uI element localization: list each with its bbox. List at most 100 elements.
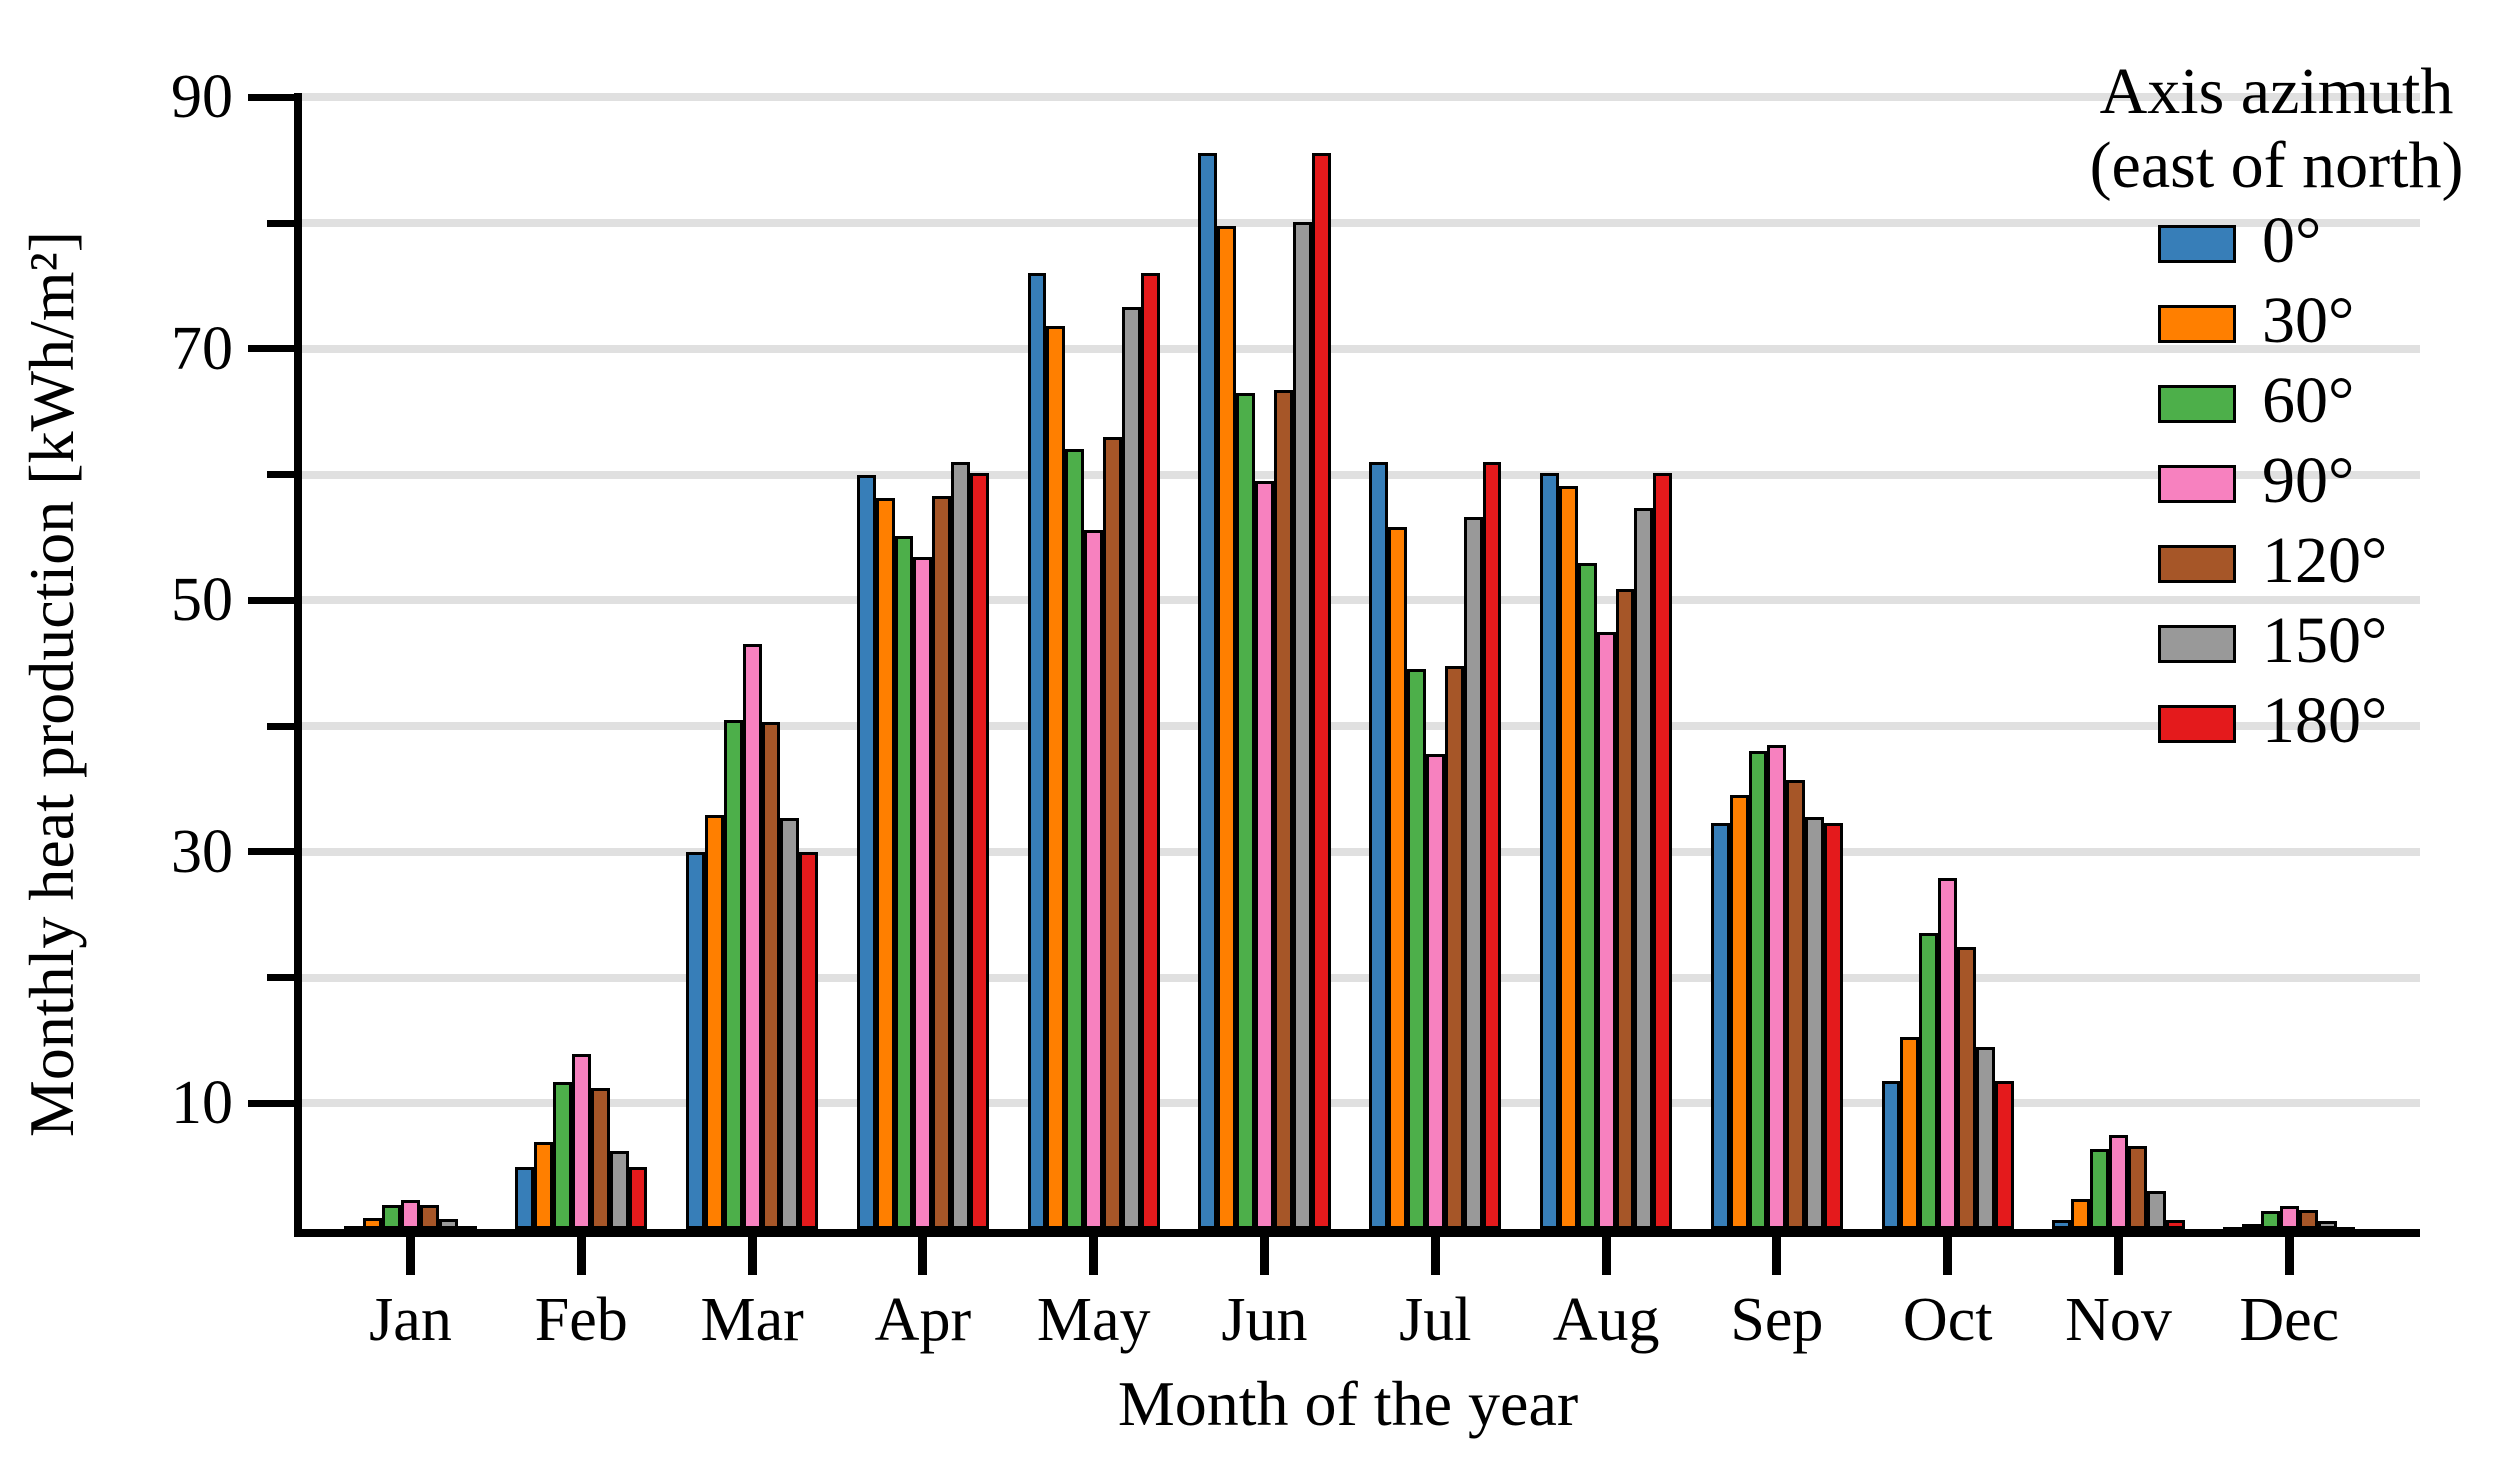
legend: Axis azimuth (east of north) 0° 30° 60° 90°… (2040, 55, 2513, 763)
bar-Jul-180° (1482, 461, 1502, 1229)
x-tick-label-Jan: Jan (369, 1286, 452, 1354)
x-tick-Nov (2114, 1237, 2123, 1275)
x-tick-label-Oct: Oct (1902, 1286, 1993, 1354)
x-tick-Oct (1943, 1237, 1953, 1275)
bar-Mar-180° (799, 851, 819, 1229)
y-major-tick-90 (248, 93, 294, 101)
y-major-tick-30 (248, 848, 294, 856)
legend-entry-120°: 120° (2040, 523, 2513, 603)
bar-Oct-120° (1957, 947, 1977, 1229)
bar-Sep-30° (1729, 795, 1749, 1229)
y-tick-label-50: 50 (171, 566, 233, 635)
x-tick-label-May: May (1036, 1286, 1151, 1354)
bar-Nov-180° (2165, 1220, 2185, 1229)
bar-Jun-120° (1273, 390, 1293, 1229)
bar-Nov-150° (2146, 1191, 2166, 1229)
x-tick-Feb (576, 1237, 586, 1275)
legend-entry-60°: 60° (2040, 363, 2513, 443)
bar-Feb-180° (628, 1167, 648, 1229)
bar-Sep-90° (1767, 744, 1787, 1229)
bar-Jan-60° (382, 1205, 402, 1229)
bar-Apr-120° (932, 495, 952, 1229)
bar-Nov-30° (2071, 1198, 2091, 1229)
x-tick-Jan (406, 1237, 415, 1275)
bar-Apr-150° (951, 461, 971, 1229)
gridline-90 (302, 93, 2420, 102)
x-axis-spine (294, 1229, 2420, 1237)
legend-swatch-0° (2158, 225, 2236, 263)
gridline-50 (302, 596, 2420, 605)
y-axis-spine (294, 93, 302, 1237)
bar-Dec-120° (2298, 1210, 2318, 1229)
bar-Aug-60° (1577, 562, 1597, 1229)
x-tick-label-Mar: Mar (700, 1286, 804, 1354)
bar-Dec-60° (2260, 1211, 2280, 1229)
x-tick-label-Nov: Nov (2065, 1286, 2172, 1354)
legend-entry-180°: 180° (2040, 683, 2513, 763)
bar-Dec-90° (2279, 1206, 2299, 1229)
x-tick-label-Jul: Jul (1399, 1286, 1472, 1354)
bar-Aug-90° (1596, 631, 1616, 1229)
bar-Jan-30° (363, 1217, 383, 1229)
bar-Jul-60° (1406, 669, 1426, 1229)
bar-Mar-90° (742, 644, 762, 1229)
legend-entry-90°: 90° (2040, 443, 2513, 523)
bar-Feb-150° (609, 1151, 629, 1229)
bar-Mar-120° (761, 722, 781, 1229)
gridline-60 (302, 470, 2420, 479)
x-tick-label-Apr: Apr (874, 1286, 972, 1354)
bar-Nov-120° (2127, 1146, 2147, 1229)
bar-Jul-150° (1463, 517, 1483, 1229)
bar-Apr-60° (894, 536, 914, 1229)
bar-Dec-150° (2317, 1221, 2337, 1229)
bar-May-90° (1084, 529, 1104, 1229)
bar-Jul-30° (1388, 527, 1407, 1229)
bar-Jun-90° (1255, 480, 1274, 1229)
y-major-tick-70 (248, 345, 294, 353)
bar-Aug-150° (1634, 508, 1654, 1229)
bar-Apr-30° (875, 498, 895, 1229)
bar-Feb-60° (552, 1081, 572, 1229)
x-tick-label-Sep: Sep (1730, 1286, 1824, 1354)
y-tick-label-30: 30 (171, 817, 233, 886)
bar-Jul-90° (1425, 753, 1445, 1229)
legend-label-60°: 60° (2262, 364, 2355, 437)
y-tick-label-70: 70 (171, 314, 233, 383)
bar-Jun-150° (1292, 221, 1312, 1229)
legend-swatch-90° (2158, 465, 2236, 503)
legend-swatch-120° (2158, 545, 2236, 583)
bar-May-30° (1046, 326, 1066, 1229)
bar-Dec-30° (2242, 1223, 2261, 1230)
x-tick-Aug (1601, 1237, 1611, 1275)
bar-May-60° (1065, 449, 1085, 1229)
legend-label-180°: 180° (2262, 684, 2388, 757)
legend-swatch-60° (2158, 385, 2236, 423)
bar-Jun-60° (1236, 392, 1256, 1229)
bar-Apr-0° (856, 474, 876, 1229)
bar-Oct-90° (1938, 878, 1958, 1229)
y-major-tick-50 (248, 596, 294, 604)
bar-Nov-90° (2109, 1134, 2128, 1229)
bar-Jan-90° (401, 1200, 420, 1229)
x-tick-Mar (747, 1237, 757, 1275)
y-minor-tick-40 (267, 722, 294, 730)
bar-Mar-150° (780, 817, 800, 1229)
bar-Oct-180° (1994, 1080, 2014, 1229)
bar-Oct-0° (1881, 1080, 1901, 1229)
bar-Jan-150° (438, 1218, 458, 1229)
bar-Sep-60° (1748, 751, 1768, 1229)
legend-label-0°: 0° (2262, 204, 2322, 277)
y-axis-label: Monthly heat production [kWh/m²] (16, 230, 87, 1138)
gridline-10 (302, 1099, 2420, 1108)
y-tick-label-10: 10 (171, 1069, 233, 1138)
gridline-40 (302, 722, 2420, 730)
y-major-tick-10 (248, 1099, 294, 1107)
legend-label-30°: 30° (2262, 284, 2355, 357)
bar-Apr-90° (913, 557, 933, 1229)
bar-Apr-180° (970, 473, 990, 1229)
gridline-80 (302, 219, 2420, 227)
legend-label-150°: 150° (2262, 604, 2388, 677)
legend-entry-30°: 30° (2040, 283, 2513, 363)
bar-Feb-30° (534, 1142, 553, 1229)
